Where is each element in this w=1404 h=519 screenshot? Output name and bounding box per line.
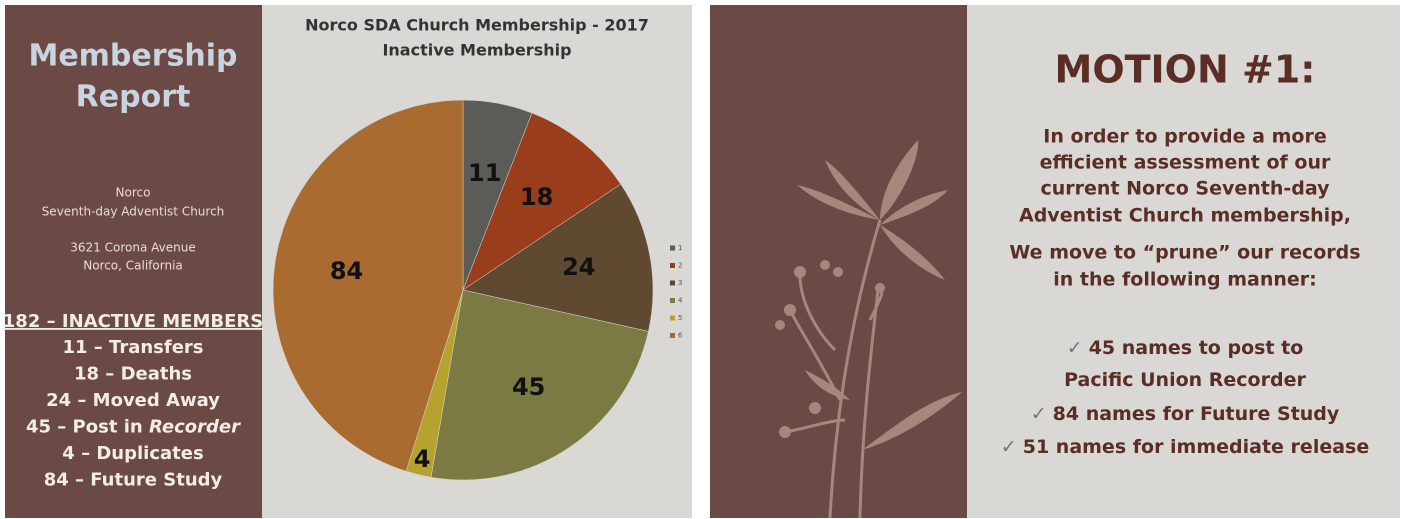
list-item: 24 – Moved Away xyxy=(46,390,220,411)
check-text: Pacific Union Recorder xyxy=(1064,369,1306,391)
legend-swatch xyxy=(670,315,675,321)
chart-title: Norco SDA Church Membership - 2017 xyxy=(305,16,649,35)
data-label: 18 xyxy=(520,183,553,211)
legend-swatch xyxy=(670,263,675,268)
paragraph-line: Adventist Church membership, xyxy=(1019,205,1351,227)
check-icon: ✓ xyxy=(1001,436,1023,458)
list-text: 45 – Post in xyxy=(26,417,149,438)
legend-swatch xyxy=(670,245,675,251)
paragraph-line: in the following manner: xyxy=(1053,269,1317,291)
pie-slice xyxy=(462,183,654,332)
check-item: Pacific Union Recorder xyxy=(1064,369,1306,391)
summary: 182 – INACTIVE MEMBERS xyxy=(3,311,263,332)
list-item: 84 – Future Study xyxy=(44,470,223,491)
list-item: 18 – Deaths xyxy=(74,364,192,385)
data-label: 4 xyxy=(414,445,431,473)
chart-subtitle: Inactive Membership xyxy=(382,41,571,60)
check-text: 51 names for immediate release xyxy=(1023,436,1370,458)
check-icon: ✓ xyxy=(1031,403,1053,425)
data-label: 45 xyxy=(512,373,545,401)
legend-label: 1 xyxy=(678,244,682,252)
address-line: Norco, California xyxy=(83,259,183,273)
side-panel xyxy=(5,5,262,518)
list-item: 4 – Duplicates xyxy=(62,443,203,464)
address-line: Seventh-day Adventist Church xyxy=(42,205,225,219)
legend-swatch xyxy=(670,333,675,338)
list-item: 11 – Transfers xyxy=(62,337,203,358)
pie-slice xyxy=(272,99,464,472)
list-emphasis: Recorder xyxy=(149,417,241,438)
pie-slice xyxy=(430,289,649,481)
check-icon: ✓ xyxy=(1067,337,1089,359)
paragraph-line: We move to “prune” our records xyxy=(1009,242,1360,264)
legend-label: 5 xyxy=(678,314,682,322)
pie-slice xyxy=(462,112,622,291)
legend-label: 6 xyxy=(678,332,683,340)
address-line: Norco xyxy=(116,186,151,200)
data-label: 24 xyxy=(562,253,595,281)
check-item: ✓ 84 names for Future Study xyxy=(1031,403,1340,425)
paragraph-line: current Norco Seventh-day xyxy=(1041,178,1331,200)
legend-label: 4 xyxy=(678,297,683,305)
paragraph-line: In order to provide a more xyxy=(1043,126,1326,148)
data-label: 84 xyxy=(330,257,363,285)
check-item: ✓ 45 names to post to xyxy=(1067,337,1304,359)
list-item: 45 – Post in Recorder xyxy=(26,417,241,438)
address-line: 3621 Corona Avenue xyxy=(70,241,195,255)
check-text: 45 names to post to xyxy=(1089,337,1304,359)
data-label: 11 xyxy=(468,159,501,187)
paragraph-line: efficient assessment of our xyxy=(1040,152,1331,174)
legend-swatch xyxy=(670,280,675,286)
side-panel xyxy=(710,5,967,518)
slide-title: MOTION #1: xyxy=(1055,48,1316,92)
check-item: ✓ 51 names for immediate release xyxy=(1001,436,1369,458)
legend-label: 2 xyxy=(678,262,682,270)
slide-heading: Membership xyxy=(28,39,237,74)
legend-swatch xyxy=(670,298,675,303)
slide-heading: Report xyxy=(76,80,191,115)
legend-label: 3 xyxy=(678,279,682,287)
check-text: 84 names for Future Study xyxy=(1053,403,1340,425)
plant-decoration xyxy=(775,140,962,519)
